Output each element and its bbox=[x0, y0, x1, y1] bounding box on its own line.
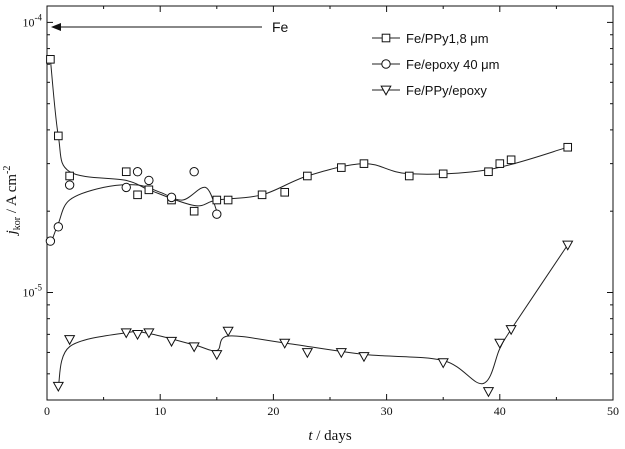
series-1-point bbox=[189, 167, 199, 177]
series-2-point bbox=[52, 381, 64, 393]
series-2-point bbox=[279, 338, 291, 349]
series-0-point bbox=[189, 206, 199, 216]
series-0-point bbox=[65, 171, 74, 181]
x-tick-label: 50 bbox=[607, 404, 619, 418]
legend: Fe/PPy1,8 μm Fe/epoxy 40 μm Fe/PPy/epoxy bbox=[372, 31, 499, 98]
series-2-point bbox=[165, 336, 178, 348]
x-tick-label: 10 bbox=[154, 404, 166, 418]
series-0-point bbox=[280, 187, 290, 197]
series-2-point bbox=[358, 352, 370, 363]
y-tick-label: 10-4 bbox=[23, 12, 43, 29]
legend-label: Fe/PPy/epoxy bbox=[406, 83, 487, 98]
series-2-point bbox=[482, 387, 495, 398]
series-1-point bbox=[212, 209, 222, 219]
series-0-point bbox=[438, 169, 448, 179]
series-0-point bbox=[144, 185, 154, 195]
series-0-point bbox=[563, 142, 573, 152]
series-0-point bbox=[121, 167, 131, 177]
series-2-point bbox=[63, 335, 76, 346]
series-1-point bbox=[121, 182, 131, 193]
x-tick-label: 40 bbox=[494, 404, 506, 418]
series-1-point bbox=[45, 236, 56, 246]
series-2-point bbox=[562, 240, 574, 251]
series-2-point bbox=[143, 328, 155, 339]
series-0-point bbox=[404, 171, 414, 181]
series-2-point bbox=[494, 338, 506, 349]
series-0-point bbox=[495, 159, 505, 168]
axis-ticks: 0 10 20 30 40 50 10-5 10-4 bbox=[23, 6, 619, 418]
legend-marker bbox=[380, 85, 392, 96]
series-2-point bbox=[505, 325, 517, 336]
fe-annotation-label: Fe bbox=[272, 19, 289, 35]
legend-label: Fe/epoxy 40 μm bbox=[406, 57, 499, 72]
series-2-curve bbox=[57, 244, 569, 387]
series-0-point bbox=[484, 167, 493, 177]
series-2-point bbox=[335, 348, 347, 359]
series-1-point bbox=[53, 222, 64, 232]
series-1-point bbox=[166, 192, 177, 203]
series-2-point bbox=[188, 342, 200, 353]
y-tick-label: 10-5 bbox=[23, 283, 43, 300]
x-tick-label: 30 bbox=[381, 404, 393, 418]
series-0-point bbox=[212, 195, 222, 205]
series-1-point bbox=[64, 180, 75, 190]
x-axis-label: t / days bbox=[308, 428, 351, 444]
series-2-point bbox=[131, 330, 144, 341]
legend-label: Fe/PPy1,8 μm bbox=[406, 31, 489, 46]
series-2-point bbox=[211, 350, 223, 361]
fitted-curves bbox=[49, 59, 569, 387]
series-0-point bbox=[337, 163, 346, 172]
fe-annotation: Fe bbox=[51, 19, 289, 35]
series-2-point bbox=[120, 328, 132, 339]
plot-frame bbox=[46, 5, 614, 401]
series-2-point bbox=[437, 358, 449, 369]
series-1-curve bbox=[49, 184, 218, 246]
x-tick-label: 20 bbox=[267, 404, 279, 418]
series-2-point bbox=[301, 348, 314, 359]
series-0-point bbox=[257, 190, 267, 200]
series-0-point bbox=[54, 131, 63, 141]
data-markers bbox=[45, 55, 574, 398]
series-0-point bbox=[303, 171, 312, 181]
series-0-point bbox=[223, 195, 233, 205]
series-0-point bbox=[506, 155, 516, 165]
series-0-point bbox=[133, 190, 142, 200]
series-1-point bbox=[144, 175, 154, 186]
x-tick-label: 0 bbox=[44, 404, 50, 418]
series-0-point bbox=[359, 159, 369, 168]
legend-marker bbox=[381, 59, 391, 69]
series-0-point bbox=[46, 55, 55, 64]
series-1-point bbox=[132, 167, 143, 177]
y-axis-label: jkor / A cm-2 bbox=[2, 166, 23, 237]
legend-marker bbox=[381, 33, 391, 43]
series-2-point bbox=[222, 326, 234, 337]
fe-arrowhead bbox=[51, 23, 61, 31]
